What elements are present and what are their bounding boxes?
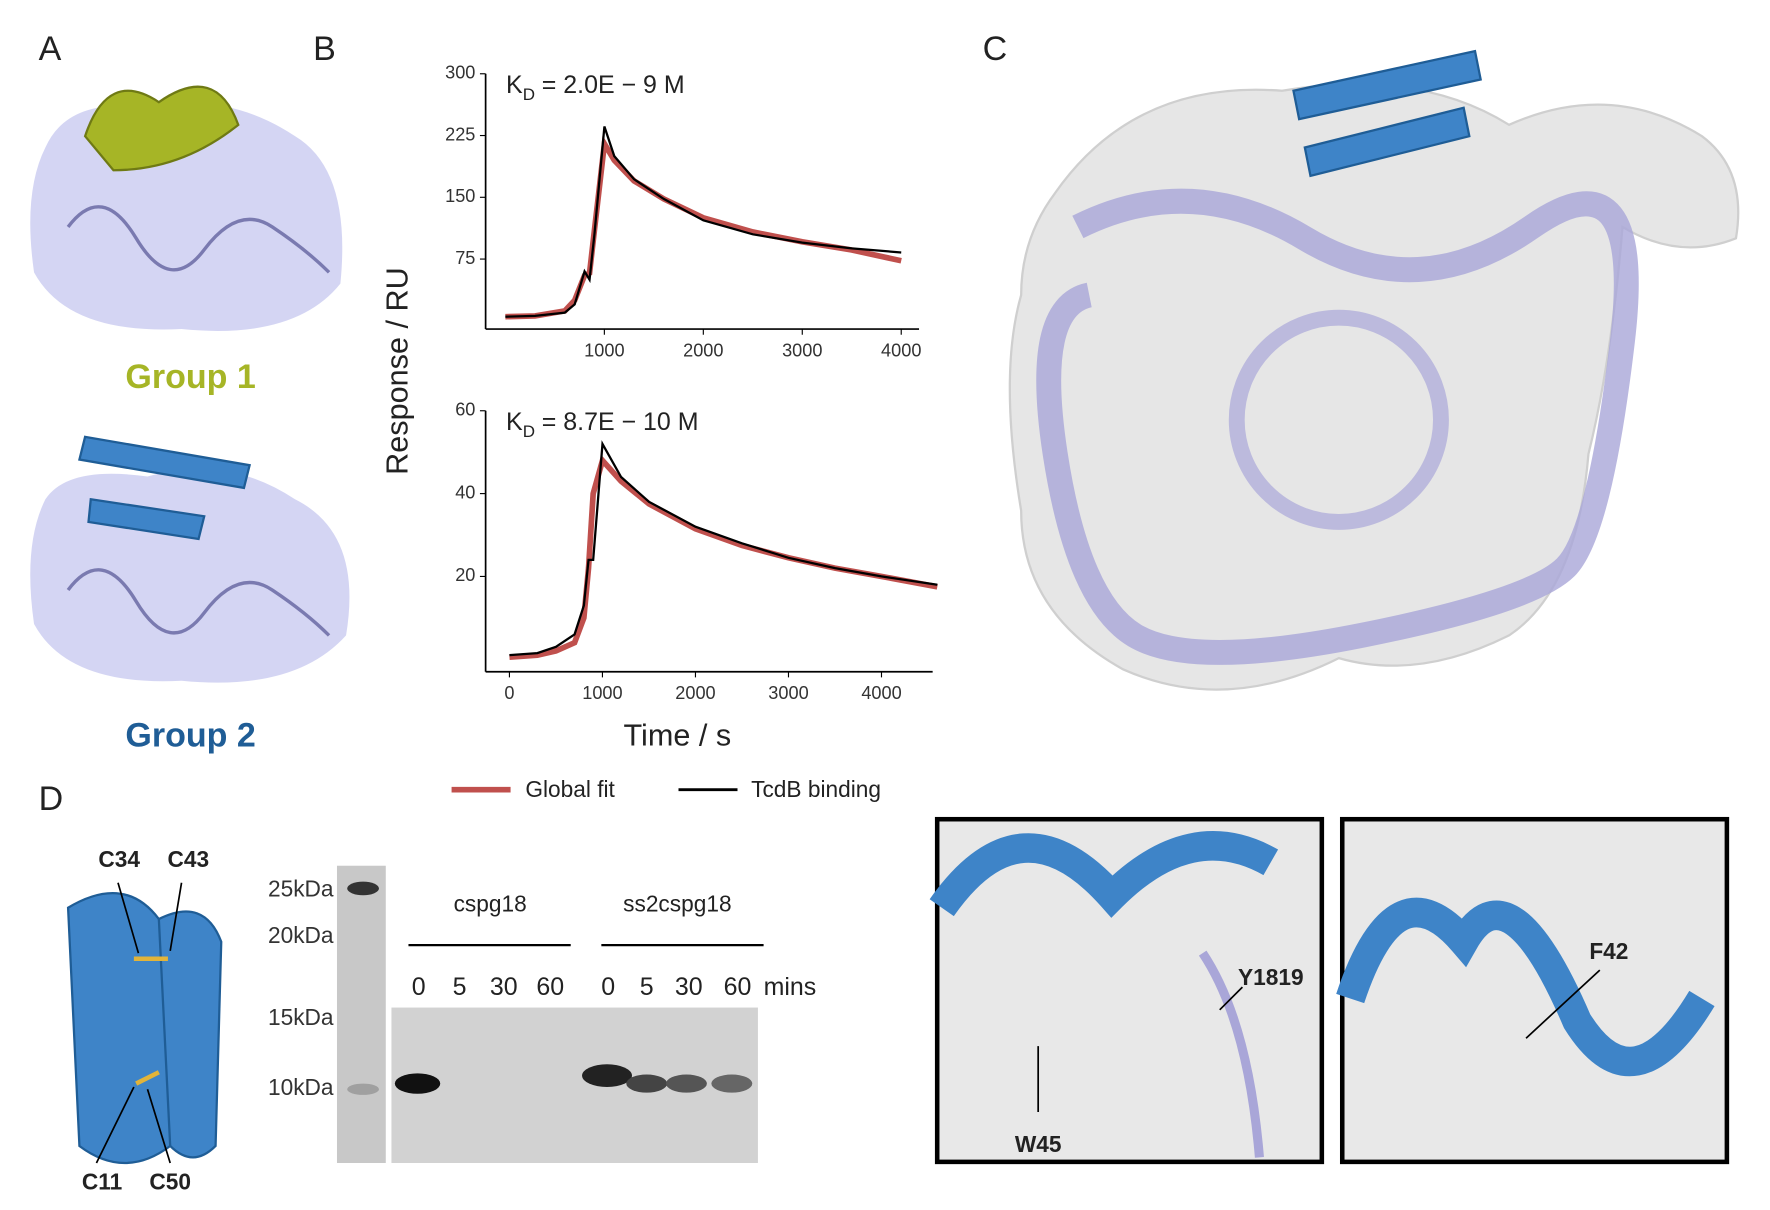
marker-label: 20kDa: [268, 922, 334, 948]
series-line: [505, 126, 902, 318]
sample-label: ss2cspg18: [623, 890, 731, 916]
y-tick-label: 300: [445, 63, 475, 83]
annotation-part: = 2.0E − 9 M: [542, 71, 685, 99]
y-tick-label: 150: [445, 186, 475, 206]
legend-label: Global fit: [525, 776, 615, 802]
x-tick-label: 1000: [582, 683, 622, 703]
marker-label: 10kDa: [268, 1074, 334, 1100]
time-label: 5: [453, 973, 467, 1001]
time-label: 60: [724, 973, 752, 1001]
residue-label: C43: [168, 846, 210, 872]
legend-label: TcdB binding: [751, 776, 881, 802]
residue-label: Y1819: [1238, 964, 1304, 990]
x-axis-label: Time / s: [623, 719, 731, 753]
x-tick-label: 4000: [861, 683, 901, 703]
y-tick-label: 40: [455, 482, 475, 502]
time-unit: mins: [764, 973, 817, 1001]
annotation-part: D: [523, 85, 535, 104]
time-label: 0: [412, 973, 426, 1001]
structure-a2: [30, 435, 350, 683]
panel-label: D: [39, 780, 64, 818]
marker-label: 25kDa: [268, 876, 334, 902]
annotation: KD = 8.7E − 10 M: [506, 408, 698, 441]
annotation-part: D: [523, 422, 535, 441]
structure-d: [66, 882, 223, 1164]
panel-label: B: [313, 30, 336, 68]
annotation-part: = 8.7E − 10 M: [542, 408, 699, 436]
marker-label: 15kDa: [268, 1004, 334, 1030]
time-label: 30: [675, 973, 703, 1001]
x-tick-label: 0: [504, 683, 514, 703]
x-tick-label: 3000: [768, 683, 808, 703]
time-label: 0: [601, 973, 615, 1001]
residue-label: C34: [98, 846, 140, 872]
annotation-part: K: [506, 408, 523, 436]
structure-c: [1008, 49, 1740, 691]
x-tick-label: 2000: [675, 683, 715, 703]
sample-label: cspg18: [454, 890, 527, 916]
structure-a1: [30, 85, 343, 331]
gel: [336, 865, 764, 1164]
x-tick-label: 3000: [782, 341, 822, 361]
panel-label: A: [39, 30, 62, 68]
series-line: [509, 454, 938, 661]
y-tick-label: 75: [455, 248, 475, 268]
time-label: 30: [490, 973, 518, 1001]
y-tick-label: 20: [455, 565, 475, 585]
y-tick-label: 225: [445, 124, 475, 144]
residue-label: C50: [149, 1168, 191, 1194]
y-axis-label: Response / RU: [380, 267, 414, 475]
panel-label: C: [983, 30, 1008, 68]
residue-label: F42: [1589, 938, 1628, 964]
annotation: KD = 2.0E − 9 M: [506, 71, 685, 104]
x-tick-label: 4000: [881, 341, 921, 361]
x-tick-label: 1000: [584, 341, 624, 361]
series-line: [509, 440, 938, 657]
group-label: Group 2: [125, 717, 255, 755]
annotation-part: K: [506, 71, 523, 99]
residue-label: W45: [1015, 1131, 1062, 1157]
group-label: Group 1: [125, 358, 255, 396]
time-label: 5: [640, 973, 654, 1001]
series-line: [505, 135, 902, 320]
residue-label: C11: [82, 1168, 122, 1194]
time-label: 60: [536, 973, 564, 1001]
y-tick-label: 60: [455, 400, 475, 420]
inset: [929, 816, 1730, 1165]
x-tick-label: 2000: [683, 341, 723, 361]
